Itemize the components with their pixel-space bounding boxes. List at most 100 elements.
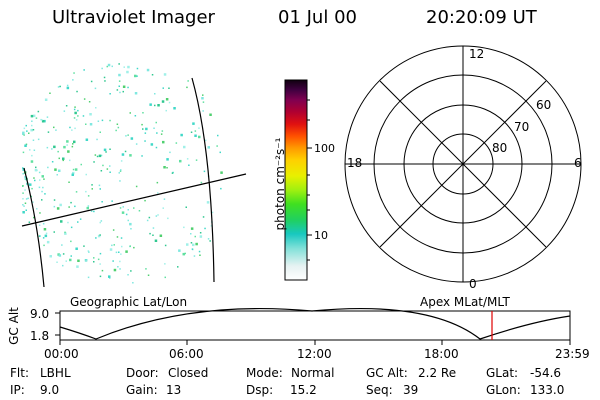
aurora-pixel	[146, 219, 149, 222]
aurora-pixel	[99, 131, 101, 133]
aurora-pixel	[105, 151, 107, 153]
aurora-pixel	[44, 234, 48, 238]
aurora-pixel	[148, 216, 151, 219]
aurora-pixel	[199, 232, 202, 234]
aurora-pixel	[130, 137, 134, 140]
aurora-pixel	[102, 164, 104, 167]
aurora-pixel	[104, 80, 106, 82]
aurora-pixel	[186, 86, 188, 89]
aurora-pixel	[119, 91, 121, 94]
aurora-pixel	[49, 92, 51, 94]
aurora-pixel	[37, 138, 40, 141]
aurora-pixel	[64, 231, 66, 234]
aurora-pixel	[124, 150, 127, 153]
aurora-pixel	[150, 143, 154, 146]
aurora-pixel	[34, 168, 38, 172]
aurora-pixel	[166, 167, 168, 169]
aurora-pixel	[56, 261, 58, 263]
aurora-pixel	[87, 195, 90, 197]
aurora-pixel	[97, 120, 100, 122]
aurora-pixel	[93, 161, 95, 163]
aurora-pixel	[141, 155, 143, 157]
aurora-pixel	[66, 140, 69, 143]
aurora-pixel	[94, 154, 97, 156]
aurora-pixel	[164, 244, 167, 247]
status-glat-value: -54.6	[530, 366, 562, 380]
orbit-x-tick-0000: 00:00	[44, 347, 79, 361]
aurora-pixel	[58, 157, 60, 160]
aurora-pixel	[133, 207, 135, 209]
aurora-pixel	[33, 149, 36, 151]
aurora-pixel	[100, 220, 103, 222]
aurora-pixel	[67, 150, 70, 153]
aurora-pixel	[178, 249, 181, 252]
aurora-pixel	[162, 140, 165, 144]
aurora-pixel	[145, 268, 147, 270]
aurora-pixel	[155, 121, 157, 124]
aurora-pixel	[109, 248, 113, 251]
aurora-pixel	[103, 148, 107, 152]
aurora-pixel	[30, 128, 33, 132]
aurora-pixel	[163, 166, 166, 169]
aurora-pixel	[177, 266, 179, 268]
aurora-pixel	[28, 221, 31, 223]
aurora-pixel	[219, 151, 221, 154]
aurora-pixel	[205, 139, 207, 142]
aurora-pixel	[127, 209, 129, 211]
aurora-pixel	[220, 171, 223, 174]
aurora-pixel	[101, 269, 104, 272]
aurora-pixel	[34, 179, 36, 182]
status-flt-value: LBHL	[40, 366, 71, 380]
aurora-pixel	[121, 153, 125, 156]
status-glat-label: GLat:	[486, 366, 519, 380]
aurora-pixel	[71, 145, 74, 148]
aurora-pixel	[186, 243, 189, 246]
aurora-pixel	[47, 166, 49, 169]
aurora-pixel	[22, 167, 24, 169]
aurora-pixel	[99, 234, 101, 236]
aurora-pixel	[220, 187, 222, 190]
aurora-pixel	[28, 132, 30, 134]
aurora-pixel	[134, 92, 138, 95]
aurora-pixel	[23, 205, 25, 207]
aurora-pixel	[70, 255, 72, 257]
status-gcalt-label: GC Alt:	[366, 366, 408, 380]
aurora-pixel	[43, 228, 47, 231]
aurora-pixel	[216, 145, 218, 147]
aurora-pixel	[162, 87, 164, 89]
aurora-pixel	[165, 109, 167, 112]
aurora-pixel	[93, 257, 95, 259]
aurora-pixel	[83, 98, 86, 100]
aurora-pixel	[77, 115, 79, 117]
aurora-pixel	[65, 260, 67, 262]
aurora-pixel	[121, 211, 125, 214]
aurora-pixel	[195, 242, 198, 246]
mlt-label-12: 12	[469, 47, 485, 61]
aurora-pixel	[188, 164, 190, 166]
aurora-pixel	[88, 251, 90, 253]
orbit-right-title: Apex MLat/MLT	[420, 295, 510, 309]
orbit-y-tick-high: 9.0	[30, 307, 50, 321]
aurora-pixel	[53, 231, 55, 233]
aurora-pixel	[59, 203, 62, 207]
geographic-image-panel	[21, 63, 247, 288]
aurora-pixel	[72, 79, 74, 81]
aurora-pixel	[186, 158, 189, 160]
aurora-pixel	[25, 198, 28, 200]
orbit-x-tick-0600: 06:00	[169, 347, 204, 361]
aurora-pixel	[44, 193, 46, 195]
aurora-pixel	[138, 210, 141, 212]
aurora-pixel	[159, 234, 163, 237]
aurora-pixel	[207, 146, 210, 149]
aurora-pixel	[117, 126, 120, 129]
aurora-pixel	[118, 251, 120, 253]
aurora-pixel	[160, 133, 163, 135]
aurora-pixel	[22, 151, 25, 154]
aurora-pixel	[54, 168, 57, 171]
time-label: 20:20:09 UT	[426, 7, 537, 28]
aurora-pixel	[120, 237, 123, 239]
aurora-pixel	[35, 166, 37, 169]
aurora-pixel	[202, 110, 204, 112]
aurora-pixel	[32, 114, 36, 118]
aurora-pixel	[66, 84, 69, 87]
